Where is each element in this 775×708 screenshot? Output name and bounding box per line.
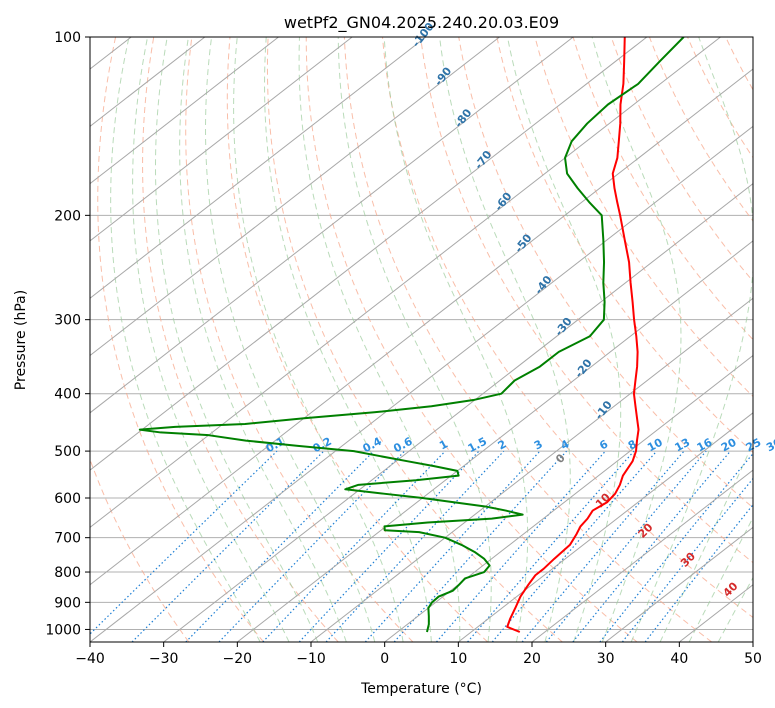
mixing-ratio-line (545, 450, 707, 642)
moist-adiabat (179, 37, 347, 642)
moist-adiabat (132, 37, 290, 642)
dry-adiabat (496, 37, 753, 454)
isotherm-line (90, 37, 648, 471)
moist-adiabat (233, 37, 404, 642)
mixing-ratio-line (621, 477, 753, 642)
mixing-ratio-line (262, 450, 446, 642)
isotherm-line (310, 297, 753, 642)
isotherm-line (90, 37, 500, 357)
isotherm-line (90, 37, 353, 242)
y-tick-label: 900 (54, 595, 81, 611)
moist-adiabats (110, 37, 753, 642)
mixing-ratio-label: 13 (673, 436, 693, 455)
moist-adiabat (439, 37, 571, 642)
isotherm-line (90, 37, 427, 299)
mixing-ratio-line (364, 450, 541, 642)
y-tick-label: 1000 (45, 622, 81, 638)
mixing-ratio-line (218, 450, 406, 642)
x-tick-label: −10 (296, 651, 326, 667)
moist-adiabat (591, 37, 682, 642)
plot-area (90, 37, 753, 642)
moist-adiabat (264, 37, 432, 642)
mixing-ratio-label: 20 (719, 436, 739, 455)
y-tick-label: 400 (54, 387, 81, 403)
isotherm-line (90, 37, 574, 414)
x-axis-label: Temperature (°C) (360, 681, 482, 697)
mixing-ratio-line (90, 450, 278, 635)
dry-adiabat (305, 37, 638, 642)
mixing-ratio-label: 10 (645, 436, 665, 455)
background-lines (90, 37, 753, 642)
x-tick-label: 10 (449, 651, 467, 667)
profile-series (138, 37, 685, 633)
dry-adiabat (343, 37, 713, 642)
chart-title: wetPf2_GN04.2025.240.20.03.E09 (284, 13, 559, 33)
isotherm-line (384, 354, 753, 642)
y-tick-label: 500 (54, 444, 81, 460)
moist-adiabat (154, 37, 319, 642)
x-tick-label: 40 (670, 651, 688, 667)
x-tick-label: 50 (744, 651, 762, 667)
mixing-ratio-label: 16 (695, 436, 715, 455)
moist-adiabat (659, 441, 753, 642)
mixing-ratio-line (185, 450, 375, 642)
moist-adiabat (298, 37, 461, 642)
isotherm-line (605, 526, 753, 642)
dry-adiabats (90, 37, 753, 642)
x-tick-label: 20 (523, 651, 541, 667)
pressure-gridlines (90, 37, 753, 630)
moist-adiabat (383, 37, 529, 642)
x-tick-label: −40 (75, 651, 105, 667)
x-tick-label: −20 (223, 651, 253, 667)
y-tick-label: 700 (54, 531, 81, 547)
mixing-ratio-line (393, 450, 568, 642)
mixing-ratio-line (521, 450, 685, 642)
isotherm-line (90, 37, 279, 185)
dry-adiabat (185, 37, 414, 642)
mixing-ratio-line (298, 450, 480, 642)
y-tick-label: 800 (54, 565, 81, 581)
mixing-ratio-line (572, 450, 731, 642)
y-tick-label: 200 (54, 208, 81, 224)
plot-frame (89, 36, 754, 643)
y-tick-label: 300 (54, 313, 81, 329)
dry-adiabat (420, 37, 753, 564)
moist-adiabat (337, 37, 492, 642)
mixing-ratio-label: 30 (764, 436, 775, 455)
dry-adiabat (382, 37, 753, 619)
mixing-ratio-line (325, 450, 505, 642)
y-tick-label: 600 (54, 491, 81, 507)
dry-adiabat (97, 37, 264, 642)
isotherm-line (90, 37, 721, 529)
isotherm-line (90, 68, 753, 586)
y-axis-label: Pressure (hPa) (13, 290, 29, 390)
dewpoint-line (138, 37, 685, 633)
x-tick-label: −30 (149, 651, 179, 667)
mixing-ratio-line (435, 450, 606, 642)
dry-adiabat (142, 37, 339, 642)
mixing-ratio-line (599, 452, 753, 642)
moist-adiabat (205, 37, 376, 642)
dry-adiabat (226, 37, 488, 642)
dry-adiabat (266, 37, 563, 642)
axes-ticks: −40 −30 −20 −10 0 10 20 30 40 50 100 200 300 400 500 60… (45, 30, 762, 667)
isotherm-line (237, 240, 753, 642)
dry-adiabat (648, 37, 753, 222)
isotherm-line (163, 182, 753, 642)
isotherm-line (458, 412, 753, 642)
moist-adiabat (110, 37, 261, 642)
temperature-line (506, 37, 640, 633)
isotherm-line (531, 469, 753, 642)
moist-adiabat (630, 37, 753, 642)
isotherms (90, 37, 753, 642)
y-tick-label: 100 (54, 30, 81, 46)
isotherm-line (90, 125, 753, 642)
x-tick-label: 0 (380, 651, 389, 667)
x-tick-label: 30 (597, 651, 615, 667)
